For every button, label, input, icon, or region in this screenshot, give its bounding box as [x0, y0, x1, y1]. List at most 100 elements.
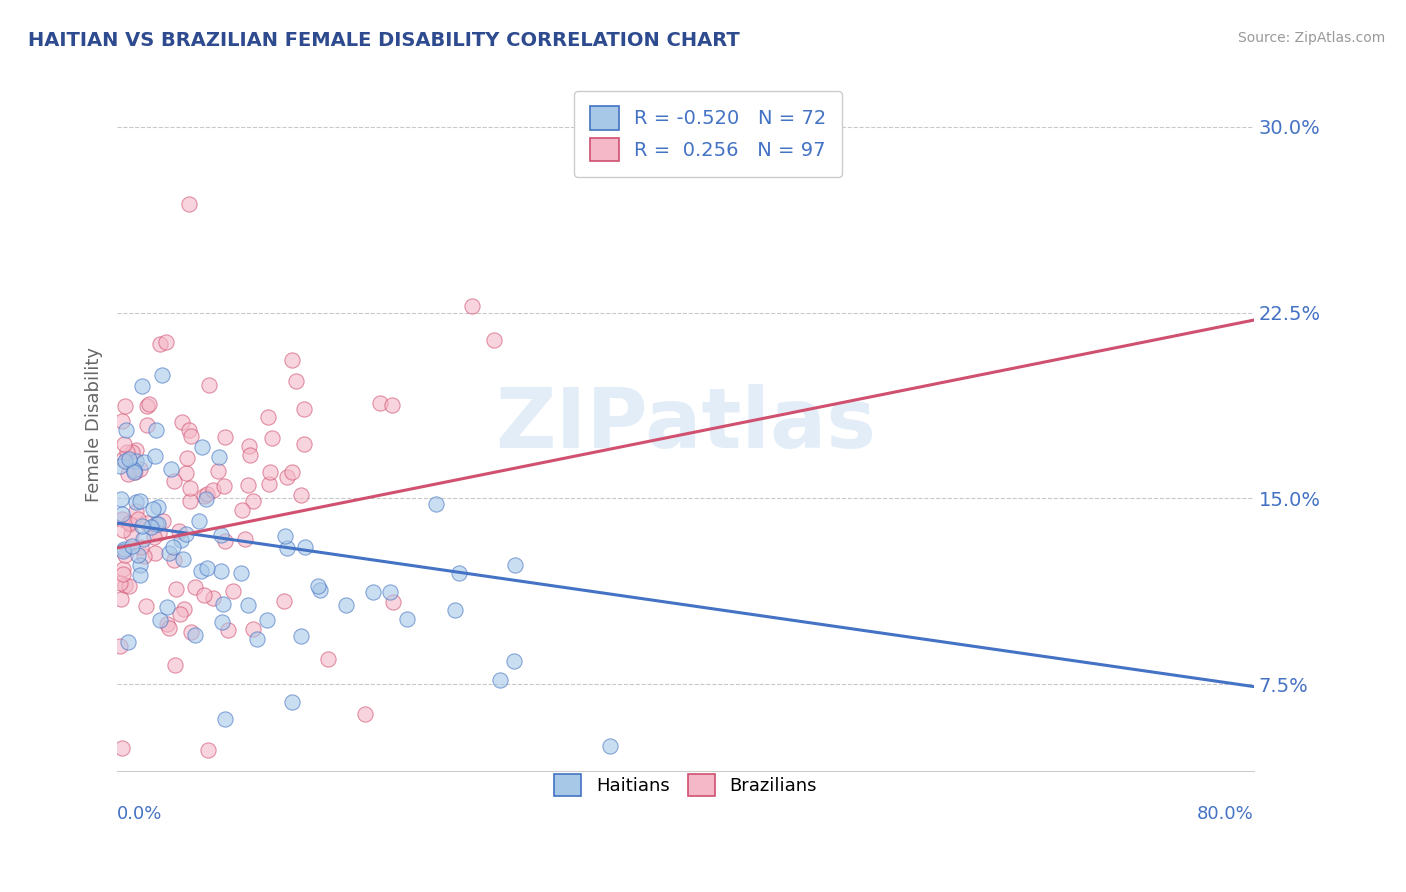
Text: 80.0%: 80.0%: [1197, 805, 1254, 823]
Point: [195, 487, 218, 501]
Point: [111, 512, 134, 526]
Point: [145, 516, 167, 531]
Point: [131, 532, 153, 546]
Point: [156, 617, 179, 632]
Point: [195, 561, 218, 575]
Point: [262, 430, 284, 444]
Point: [292, 437, 315, 451]
Point: [129, 494, 152, 508]
Point: [505, 558, 527, 572]
Point: [121, 539, 143, 553]
Point: [214, 479, 236, 493]
Point: [135, 399, 157, 413]
Point: [599, 739, 621, 753]
Point: [163, 474, 186, 488]
Point: [179, 493, 201, 508]
Point: [222, 583, 245, 598]
Point: [125, 442, 148, 457]
Point: [165, 582, 187, 596]
Point: [121, 445, 143, 459]
Point: [165, 658, 187, 673]
Point: [198, 378, 221, 392]
Point: [217, 624, 239, 638]
Point: [120, 527, 142, 541]
Point: [125, 454, 148, 468]
Point: [242, 622, 264, 636]
Point: [129, 540, 152, 554]
Point: [184, 628, 207, 642]
Point: [136, 418, 159, 433]
Point: [111, 523, 134, 537]
Point: [335, 599, 357, 613]
Point: [125, 494, 148, 508]
Point: [195, 491, 218, 506]
Point: [118, 451, 141, 466]
Point: [290, 488, 312, 502]
Point: [354, 706, 377, 721]
Point: [233, 532, 256, 546]
Point: [209, 564, 232, 578]
Point: [180, 429, 202, 443]
Point: [129, 568, 152, 582]
Point: [395, 612, 418, 626]
Point: [207, 464, 229, 478]
Point: [129, 558, 152, 572]
Point: [143, 546, 166, 560]
Point: [177, 196, 200, 211]
Point: [202, 591, 225, 605]
Point: [238, 598, 260, 612]
Point: [148, 500, 170, 515]
Point: [117, 467, 139, 481]
Point: [281, 694, 304, 708]
Point: [142, 502, 165, 516]
Point: [145, 423, 167, 437]
Point: [162, 541, 184, 555]
Point: [143, 530, 166, 544]
Point: [108, 575, 131, 590]
Point: [115, 423, 138, 437]
Point: [134, 455, 156, 469]
Point: [124, 465, 146, 479]
Point: [256, 613, 278, 627]
Point: [122, 463, 145, 477]
Point: [202, 483, 225, 497]
Point: [193, 588, 215, 602]
Point: [108, 458, 131, 473]
Point: [149, 614, 172, 628]
Point: [108, 640, 131, 654]
Point: [114, 548, 136, 562]
Point: [111, 414, 134, 428]
Point: [162, 553, 184, 567]
Point: [318, 652, 340, 666]
Point: [112, 562, 135, 576]
Point: [238, 439, 260, 453]
Point: [238, 477, 260, 491]
Point: [190, 440, 212, 454]
Point: [449, 566, 471, 580]
Point: [290, 629, 312, 643]
Point: [231, 502, 253, 516]
Point: [117, 634, 139, 648]
Point: [134, 549, 156, 563]
Point: [110, 591, 132, 606]
Point: [118, 516, 141, 531]
Point: [257, 477, 280, 491]
Point: [180, 625, 202, 640]
Point: [503, 654, 526, 668]
Point: [276, 541, 298, 555]
Point: [131, 378, 153, 392]
Point: [281, 465, 304, 479]
Point: [461, 299, 484, 313]
Y-axis label: Female Disability: Female Disability: [86, 347, 103, 501]
Point: [188, 514, 211, 528]
Point: [112, 452, 135, 467]
Point: [489, 673, 512, 687]
Point: [155, 334, 177, 349]
Point: [174, 466, 197, 480]
Point: [170, 415, 193, 429]
Point: [214, 533, 236, 548]
Point: [212, 597, 235, 611]
Point: [112, 541, 135, 556]
Point: [114, 399, 136, 413]
Point: [246, 632, 269, 647]
